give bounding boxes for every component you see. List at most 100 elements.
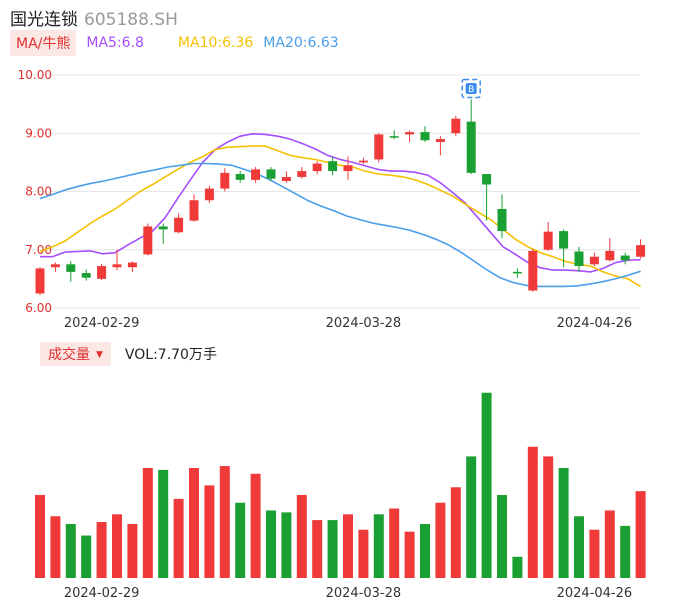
moving-average-lines (39, 132, 642, 288)
volume-bar (127, 523, 138, 578)
candle-body (50, 264, 60, 268)
volume-legend: 成交量 ▼ VOL:7.70万手 (40, 342, 217, 366)
volume-bar (358, 529, 369, 578)
buy-marker-icon (465, 82, 477, 94)
x-tick-label: 2024-03-28 (326, 586, 402, 601)
volume-bar (512, 556, 523, 578)
candle-body (35, 268, 45, 294)
volume-bar (266, 510, 276, 578)
volume-bar (235, 502, 246, 578)
price-grid: 10.00 9.00 8.00 7.00 6.00 (18, 68, 640, 315)
volume-bar (589, 529, 600, 578)
y-tick-label: 10.00 (18, 68, 52, 82)
buy-marker-frame (461, 78, 481, 99)
volume-bar (219, 466, 230, 578)
volume-bar (389, 508, 400, 578)
candle-body (482, 174, 492, 185)
volume-bar (158, 469, 169, 578)
buy-marker: B (461, 78, 481, 99)
volume-bar (296, 495, 307, 578)
candle-body (358, 160, 368, 163)
candle-body (512, 271, 522, 274)
candle-body (112, 264, 122, 268)
candle-body (528, 250, 538, 291)
candle-body (328, 161, 338, 172)
candle-body (435, 139, 445, 142)
candle-body (497, 208, 507, 232)
candle-body (97, 266, 107, 279)
volume-bar (558, 467, 569, 578)
ma5-line (40, 132, 641, 273)
volume-bar (142, 467, 153, 578)
buy-marker-label: B (468, 85, 474, 95)
candle-body (543, 231, 553, 250)
volume-bar (204, 485, 215, 578)
volume-bar (96, 522, 107, 578)
candle-body (559, 231, 569, 249)
y-tick-label: 8.00 (25, 185, 52, 199)
volume-selector-label: 成交量 (48, 347, 90, 363)
candle-body (266, 169, 276, 179)
volume-bar (50, 516, 61, 578)
y-tick-label: 9.00 (25, 126, 52, 140)
volume-bar (373, 514, 384, 578)
candle-body (374, 134, 384, 160)
x-tick-label: 2024-03-28 (326, 316, 402, 331)
candle-body (189, 200, 199, 221)
volume-series (35, 392, 646, 578)
candle-body (466, 121, 476, 173)
volume-bar (281, 512, 292, 578)
candle-body (636, 245, 646, 257)
volume-bar (604, 510, 615, 578)
candle-body (220, 172, 230, 189)
volume-bar (635, 491, 646, 578)
volume-bar (189, 467, 199, 578)
volume-bar (420, 523, 430, 578)
volume-bar (620, 525, 631, 578)
candle-body (420, 132, 430, 141)
volume-bar (574, 516, 584, 578)
volume-bar (543, 456, 554, 578)
volume-bar (497, 495, 507, 578)
volume-bar (404, 531, 415, 578)
ma20-label: MA20:6.63 (263, 35, 339, 51)
candle-body (204, 188, 214, 201)
y-tick-label: 6.00 (25, 301, 52, 315)
volume-value: VOL:7.70万手 (124, 347, 217, 363)
stock-name: 国光连锁 (10, 10, 78, 30)
x-tick-label: 2024-04-26 (557, 316, 633, 331)
volume-bar (65, 523, 76, 578)
candle-body (605, 250, 615, 261)
volume-selector-dropdown[interactable]: 成交量 ▼ (40, 342, 111, 366)
ma10-label: MA10:6.36 (177, 35, 254, 51)
volume-bar (312, 520, 323, 578)
x-tick-label: 2024-04-26 (557, 586, 633, 601)
ma-legend: MA/牛熊 MA5:6.8 MA10:6.36 MA20:6.63 (10, 30, 339, 56)
volume-bar (250, 473, 261, 578)
price-x-axis: 2024-02-29 2024-03-28 2024-04-26 (64, 316, 632, 331)
candle-body (251, 169, 261, 180)
candle-body (389, 136, 399, 138)
volume-bar (435, 502, 446, 578)
candle-body (405, 132, 415, 135)
volume-bar (112, 514, 122, 578)
volume-bar (481, 392, 492, 578)
ma20-line (39, 162, 641, 288)
candle-body (574, 251, 584, 267)
candle-body (235, 174, 245, 180)
ma-selector-button[interactable]: MA/牛熊 (10, 30, 77, 56)
candle-body (451, 118, 461, 134)
volume-bar (81, 535, 92, 578)
candle-body (158, 226, 168, 230)
stock-title: 国光连锁 605188.SH (10, 5, 178, 30)
ma5-label: MA5:6.8 (86, 35, 144, 51)
y-tick-label: 7.00 (25, 243, 52, 257)
x-tick-label: 2024-02-29 (64, 586, 140, 601)
candlestick-series (35, 99, 646, 296)
volume-bar (450, 487, 461, 578)
volume-bar (466, 456, 477, 578)
volume-bar (527, 446, 538, 578)
candle-body (589, 256, 599, 265)
volume-bar (343, 514, 353, 578)
